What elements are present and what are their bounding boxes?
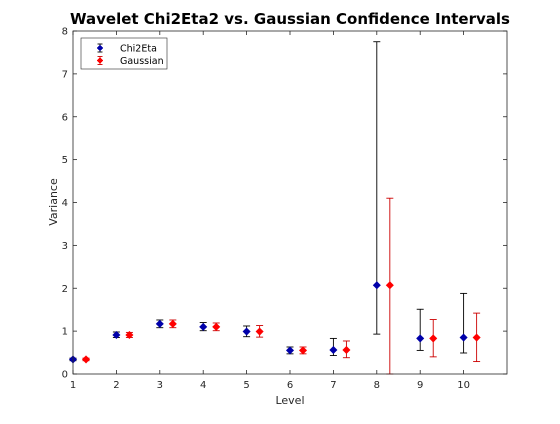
y-tick-label: 3 — [62, 241, 68, 252]
gaussian-point — [429, 334, 438, 343]
chi2eta-point — [285, 346, 295, 355]
x-tick-label: 6 — [287, 380, 293, 391]
chi2eta-point — [416, 334, 425, 343]
y-tick-label: 0 — [62, 370, 68, 381]
legend-marker-gaussian — [96, 57, 104, 64]
legend-marker-chi2eta — [96, 44, 104, 52]
legend-entry-chi2eta: Chi2Eta — [96, 44, 157, 55]
y-tick-label: 7 — [62, 69, 68, 80]
y-tick-label: 6 — [62, 112, 68, 123]
chart-title: Wavelet Chi2Eta2 vs. Gaussian Confidence… — [70, 10, 510, 28]
y-tick-label: 4 — [62, 198, 68, 209]
chi2eta-error-bar — [460, 292, 468, 354]
x-tick-label: 5 — [243, 380, 249, 391]
legend-label-gaussian: Gaussian — [120, 56, 164, 67]
chi2eta-point — [199, 322, 208, 331]
legend-label-chi2eta: Chi2Eta — [120, 44, 157, 55]
legend-entry-gaussian: Gaussian — [96, 56, 164, 67]
gaussian-point — [385, 281, 394, 290]
x-tick-label: 2 — [113, 380, 119, 391]
chi2eta-point — [112, 330, 121, 340]
x-tick-label: 1 — [70, 380, 76, 391]
legend-box — [80, 37, 168, 70]
chi2eta-point — [459, 333, 468, 342]
x-tick-label: 4 — [200, 380, 206, 391]
y-tick-label: 1 — [62, 327, 68, 338]
x-tick-label: 3 — [157, 380, 163, 391]
gaussian-point — [81, 355, 91, 364]
chi2eta-point — [329, 345, 338, 355]
x-tick-label: 10 — [457, 380, 470, 391]
chi2eta-error-bar — [416, 308, 424, 351]
x-tick-label: 8 — [374, 380, 380, 391]
y-axis-label: Variance — [47, 178, 60, 226]
gaussian-point — [168, 319, 177, 328]
y-tick-label: 5 — [62, 155, 68, 166]
gaussian-point — [342, 345, 351, 355]
gaussian-point — [472, 333, 481, 342]
plot-background — [73, 31, 507, 374]
chi2eta-point — [372, 281, 381, 290]
x-tick-label: 9 — [417, 380, 423, 391]
chi2eta-point — [155, 319, 164, 328]
gaussian-point — [298, 346, 308, 355]
gaussian-point — [255, 327, 264, 336]
y-tick-label: 2 — [62, 284, 68, 295]
y-tick-label: 8 — [62, 27, 68, 38]
chi2eta-point — [242, 327, 251, 336]
x-tick-label: 7 — [330, 380, 336, 391]
gaussian-point — [212, 322, 221, 331]
gaussian-point — [125, 330, 134, 340]
x-axis-label: Level — [275, 394, 304, 407]
x-axis-ticks: 1 2 3 4 5 6 7 8 9 10 — [70, 31, 470, 391]
y-axis-ticks: 0 1 2 3 4 5 6 7 8 — [62, 27, 507, 381]
